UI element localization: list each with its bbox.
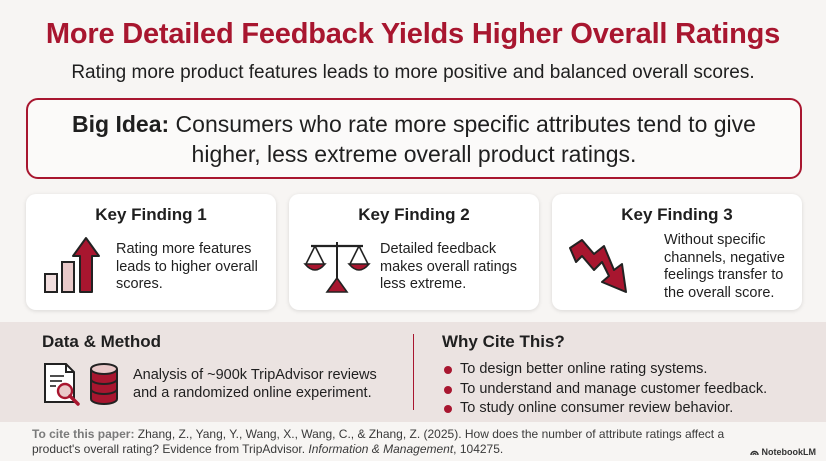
document-search-icon (44, 363, 80, 406)
citation: To cite this paper: Zhang, Z., Yang, Y.,… (32, 427, 772, 457)
list-item-text: To study online consumer review behavior… (460, 400, 734, 416)
data-method-text: Analysis of ~900k TripAdvisor reviews an… (133, 367, 377, 401)
section-divider (413, 334, 414, 410)
bottom-panel: Data & Method Analysis of ~900k TripAdvi… (0, 322, 826, 422)
list-item: To understand and manage customer feedba… (442, 380, 767, 400)
key-finding-text: Without specific channels, negative feel… (664, 232, 785, 301)
big-idea-content: Big Idea: Consumers who rate more specif… (58, 109, 770, 169)
key-finding-card-1: Key Finding 1 Rating more features leads… (26, 194, 276, 310)
big-idea-box: Big Idea: Consumers who rate more specif… (26, 98, 802, 179)
citation-text: Zhang, Z., Yang, Y., Wang, X., Wang, C.,… (32, 427, 725, 456)
bullet-dot-icon (444, 385, 452, 394)
bullet-dot-icon (444, 366, 452, 374)
notebooklm-logo-icon (750, 450, 759, 455)
list-item-text: To design better online rating systems. (460, 361, 708, 377)
key-finding-title: Key Finding 2 (358, 205, 470, 224)
zigzag-arrow-down-icon (569, 239, 627, 293)
citation-label: To cite this paper: (32, 427, 135, 441)
key-findings: Key Finding 1 Rating more features leads… (26, 194, 802, 310)
big-idea-label: Big Idea: (72, 110, 170, 137)
key-finding-text: Rating more features leads to higher ove… (116, 241, 258, 292)
balance-scale-icon (303, 242, 371, 293)
key-finding-text: Detailed feedback makes overall ratings … (380, 241, 517, 292)
brand-name: NotebookLM (761, 447, 817, 457)
list-item-text: To understand and manage customer feedba… (460, 380, 768, 397)
list-item: To design better online rating systems. (442, 360, 767, 380)
bullet-dot-icon (444, 405, 452, 413)
brand-logo: NotebookLM (750, 447, 816, 457)
database-icon (90, 363, 118, 405)
citation-journal: Information & Management (308, 442, 454, 456)
key-finding-card-2: Key Finding 2 Detailed feedback makes ov… (289, 194, 539, 310)
citation-tail: , 104275. (453, 442, 504, 456)
big-idea-text: Consumers who rate more specific attribu… (169, 110, 756, 167)
page-subtitle: Rating more product features leads to mo… (71, 62, 755, 83)
key-finding-title: Key Finding 1 (95, 205, 207, 224)
data-method-title: Data & Method (42, 332, 161, 351)
bar-chart-arrow-up-icon (44, 237, 100, 293)
why-cite-list: To design better online rating systems. … (442, 360, 767, 419)
why-cite-title: Why Cite This? (442, 332, 565, 351)
key-finding-title: Key Finding 3 (621, 205, 733, 224)
list-item: To study online consumer review behavior… (442, 399, 767, 419)
page-title: More Detailed Feedback Yields Higher Ove… (45, 18, 781, 50)
key-finding-card-3: Key Finding 3 Without specific channels,… (552, 194, 802, 310)
